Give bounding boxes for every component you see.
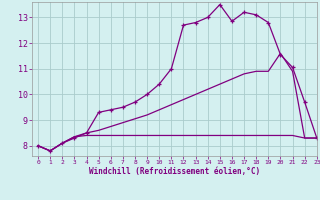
X-axis label: Windchill (Refroidissement éolien,°C): Windchill (Refroidissement éolien,°C) bbox=[89, 167, 260, 176]
